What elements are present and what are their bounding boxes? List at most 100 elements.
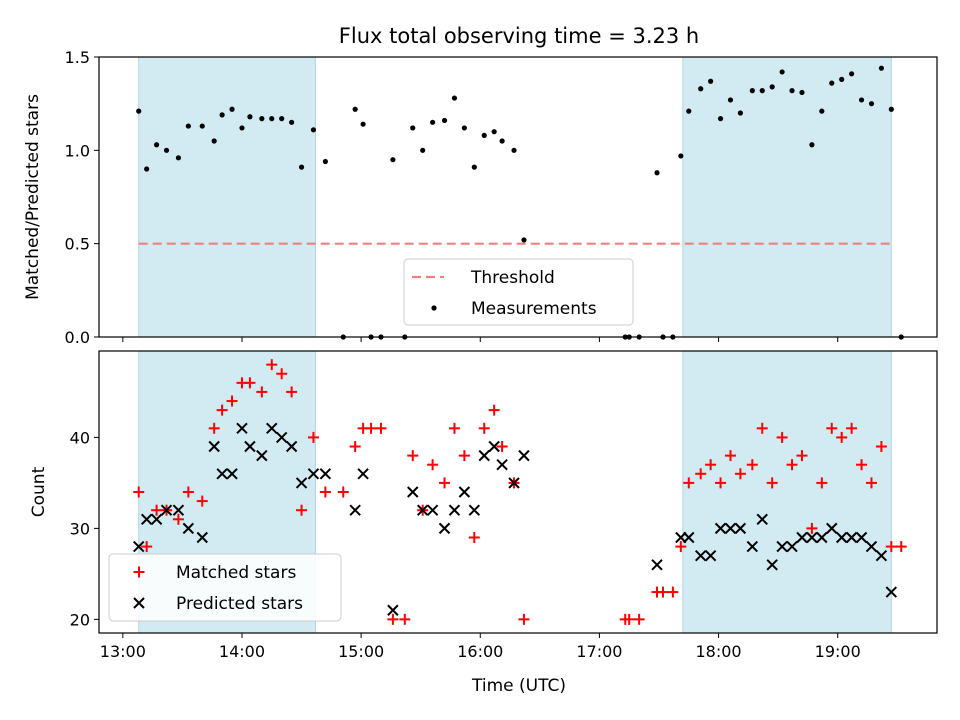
predicted-star-point <box>216 468 228 480</box>
y-tick-label: 20 <box>70 610 90 629</box>
measurement-point <box>678 153 684 159</box>
matched-star-point <box>657 586 669 598</box>
measurement-point <box>163 147 170 153</box>
legend-box <box>108 553 342 622</box>
measurement-point <box>420 147 426 153</box>
matched-star-point <box>365 422 377 434</box>
matched-star-point <box>399 613 411 625</box>
measurement-point <box>708 78 714 84</box>
x-tick-label: 16:00 <box>457 642 503 661</box>
matched-star-point <box>196 495 208 507</box>
measurement-point <box>521 237 527 243</box>
matched-star-point <box>826 422 838 434</box>
legend: Matched stars Predicted stars <box>108 553 342 622</box>
predicted-star-point <box>766 559 778 571</box>
predicted-star-point <box>182 522 195 535</box>
predicted-star-point <box>458 486 471 498</box>
predicted-star-point <box>694 549 707 562</box>
measurement-point <box>352 106 358 112</box>
measurement-point <box>737 110 744 116</box>
predicted-star-point <box>835 531 848 544</box>
measurement-point <box>868 101 875 107</box>
matched-star-point <box>623 613 635 625</box>
predicted-star-point <box>518 449 530 462</box>
matched-star-point <box>766 477 778 489</box>
predicted-star-point <box>776 540 788 553</box>
matched-star-point <box>448 422 460 434</box>
matched-star-point <box>756 422 768 434</box>
matched-star-point <box>705 459 717 471</box>
matched-star-point <box>478 422 490 434</box>
measurement-point <box>219 112 225 118</box>
measurement-point <box>654 170 660 176</box>
measurement-point <box>430 119 436 125</box>
predicted-star-point <box>508 477 520 489</box>
predicted-star-point <box>826 522 838 535</box>
matched-star-point <box>296 504 308 516</box>
matched-star-point <box>307 431 319 443</box>
predicted-star-point <box>426 504 439 516</box>
predicted-star-point <box>150 513 163 525</box>
measurement-point <box>322 158 328 165</box>
matched-star-point <box>468 531 480 543</box>
matched-star-point <box>133 486 145 498</box>
x-axis-label: Time (UTC) <box>471 676 566 696</box>
x-tick-label: 18:00 <box>696 642 742 661</box>
predicted-star-point <box>160 504 173 516</box>
x-tick-label: 19:00 <box>815 642 861 661</box>
predicted-star-point <box>387 604 399 616</box>
matched-star-point <box>816 477 828 489</box>
top-y-axis-label: Matched/Predicted stars <box>23 94 43 300</box>
measurement-point <box>829 80 835 86</box>
x-tick-label: 17:00 <box>576 642 622 661</box>
matched-star-point <box>216 404 228 416</box>
shaded-region <box>682 56 892 338</box>
matched-star-point <box>683 477 695 489</box>
matched-star-point <box>488 404 500 416</box>
measurement-point <box>136 108 142 114</box>
predicted-star-point <box>651 559 663 571</box>
predicted-star-point <box>796 531 808 544</box>
matched-star-point <box>836 431 848 443</box>
matched-star-point <box>895 541 907 553</box>
predicted-star-point <box>448 504 461 516</box>
predicted-star-point <box>865 540 878 553</box>
y-tick-label: 40 <box>70 428 90 447</box>
predicted-star-point <box>407 486 419 498</box>
measurement-point <box>698 86 704 92</box>
measurement-point <box>789 88 795 94</box>
matched-star-point <box>172 513 184 525</box>
measurement-point <box>310 127 317 133</box>
predicted-star-point <box>746 540 759 553</box>
measurement-point <box>410 125 416 131</box>
measurement-point <box>491 129 497 135</box>
measurement-point <box>441 117 448 124</box>
predicted-star-point <box>319 468 332 480</box>
predicted-star-point <box>488 440 500 453</box>
matched-star-point <box>208 422 220 434</box>
predicted-star-point <box>875 549 888 562</box>
matched-star-point <box>182 486 194 498</box>
measurement-point <box>461 125 467 131</box>
matched-star-point <box>407 450 419 462</box>
predicted-star-point <box>256 449 268 462</box>
predicted-star-point <box>357 468 369 480</box>
predicted-star-point <box>468 504 481 516</box>
measurement-point <box>888 106 894 112</box>
measurement-point <box>686 108 692 114</box>
measurement-point <box>779 69 785 75</box>
matched-star-point <box>319 486 331 498</box>
legend-label: Matched stars <box>176 563 296 583</box>
matched-star-point <box>885 541 897 553</box>
matched-star-point <box>746 459 758 471</box>
predicted-star-point <box>816 531 828 544</box>
measurement-point <box>279 116 285 122</box>
matched-star-point <box>496 441 508 453</box>
measurement-point <box>239 125 245 131</box>
matched-star-point <box>518 613 530 625</box>
measurement-point <box>799 89 805 96</box>
predicted-star-point <box>734 522 747 535</box>
predicted-star-point <box>285 440 298 453</box>
legend: Threshold Measurements <box>403 258 634 326</box>
